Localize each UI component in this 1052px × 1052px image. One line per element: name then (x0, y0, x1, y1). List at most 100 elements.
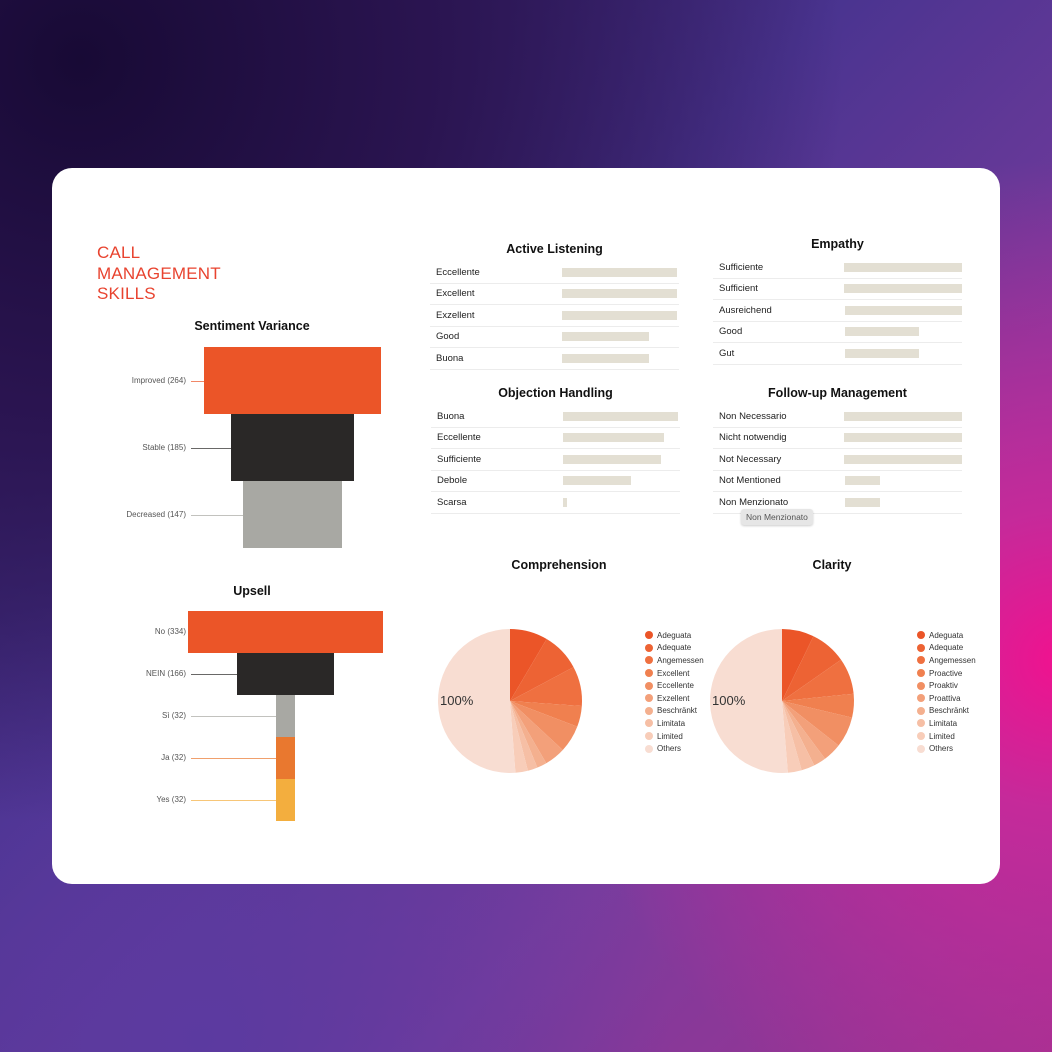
funnel-label: No (334) (154, 627, 186, 636)
pie-center-label: 100% (440, 693, 474, 708)
legend-item[interactable]: Others (917, 742, 976, 755)
row-label: Debole (437, 475, 468, 487)
row-bar (562, 353, 650, 363)
row-label: Buona (437, 410, 465, 422)
pie-slice-beschränkt[interactable] (510, 701, 547, 768)
legend-label: Others (657, 744, 682, 754)
table-row: Nicht notwendig (713, 428, 962, 449)
title-line: CALL (97, 243, 141, 262)
pie-slice-excellent[interactable] (510, 701, 582, 727)
pie-slice-limited[interactable] (510, 701, 528, 773)
legend-item[interactable]: Proaktiv (917, 679, 976, 692)
funnel-bar (237, 653, 334, 695)
legend-item[interactable]: Limited (645, 730, 704, 743)
legend-item[interactable]: Beschränkt (917, 705, 976, 718)
legend-label: Limitata (657, 718, 686, 728)
row-label: Good (436, 331, 460, 343)
row-bar (562, 332, 650, 342)
legend-dot-icon (917, 706, 925, 715)
pie-slice-exzellent[interactable] (510, 701, 563, 764)
table-row: Sufficiente (713, 257, 962, 279)
row-bar (843, 411, 962, 421)
funnel-bar (243, 481, 342, 548)
pie-slice-adequate[interactable] (782, 636, 842, 701)
funnel-bar (276, 737, 295, 779)
row-bar (843, 433, 962, 443)
legend-item[interactable]: Exzellent (645, 692, 704, 705)
pie-slice-limitata[interactable] (510, 701, 538, 771)
pie-slice-limitata[interactable] (782, 701, 815, 771)
legend-dot-icon (645, 631, 653, 640)
funnel-bar (204, 347, 381, 414)
table-row: Good (713, 322, 962, 343)
table-row: Buona (431, 406, 680, 428)
legend-item[interactable]: Angemessen (645, 654, 704, 667)
legend-label: Excellent (657, 668, 690, 678)
pie-slice-angemessen[interactable] (782, 659, 854, 701)
legend-dot-icon (917, 681, 925, 690)
funnel-leader-line (191, 380, 205, 382)
pie-slice-eccellente[interactable] (510, 701, 578, 750)
legend-dot-icon (645, 732, 653, 741)
legend-item[interactable]: Adeguata (645, 629, 704, 642)
row-label: Excellent (436, 288, 475, 300)
pie-slice-adequate[interactable] (510, 639, 574, 701)
pie-slice-beschränkt[interactable] (782, 701, 826, 766)
dashboard-card: CALL MANAGEMENT SKILLS Sentiment Varianc… (52, 168, 1000, 884)
legend-item[interactable]: Proattiva (917, 692, 976, 705)
row-bar (562, 310, 677, 320)
active-listening-panel: Active Listening Eccellente Excellent Exze… (430, 242, 679, 370)
follow-up-title: Follow-up Management (768, 386, 907, 400)
legend-item[interactable]: Beschränkt (645, 705, 704, 718)
legend-label: Adeguata (657, 630, 692, 640)
pie-slice-proactive[interactable] (782, 693, 854, 718)
legend-item[interactable]: Limitata (917, 717, 976, 730)
clarity-title: Clarity (812, 558, 852, 572)
row-label: Not Necessary (719, 453, 782, 465)
legend-label: Limitata (929, 718, 958, 728)
table-row: Sufficient (713, 279, 962, 300)
legend-item[interactable]: Eccellente (645, 679, 704, 692)
legend-item[interactable]: Others (645, 742, 704, 755)
legend-dot-icon (645, 681, 653, 690)
legend-label: Proactive (929, 668, 963, 678)
funnel-bar (276, 779, 295, 821)
table-row: Gut (713, 343, 962, 365)
table-row: Good (430, 327, 679, 348)
table-row: Ausreichend (713, 300, 962, 322)
pie-legend: Adeguata Adequate Angemessen Proactive Proak… (917, 629, 976, 755)
legend-item[interactable]: Proactive (917, 667, 976, 680)
title-line: SKILLS (97, 284, 156, 303)
legend-item[interactable]: Excellent (645, 667, 704, 680)
legend-item[interactable]: Adequate (645, 642, 704, 655)
legend-dot-icon (645, 694, 653, 703)
row-label: Exzellent (436, 309, 475, 321)
pie-slice-limited[interactable] (782, 701, 802, 773)
pie-slice-others[interactable] (438, 629, 516, 773)
legend-item[interactable]: Angemessen (917, 654, 976, 667)
row-bar (562, 289, 677, 299)
empathy-table: Sufficiente Sufficient Ausreichend Good Gut (713, 257, 962, 365)
pie-center-label: 100% (712, 693, 746, 708)
pie-slice-adeguata[interactable] (510, 629, 547, 701)
table-row: Excellent (430, 284, 679, 305)
legend-item[interactable]: Limitata (645, 717, 704, 730)
legend-item[interactable]: Adeguata (917, 629, 976, 642)
legend-dot-icon (917, 744, 925, 753)
legend-dot-icon (917, 669, 925, 678)
row-bar (563, 476, 631, 486)
pie-slice-others[interactable] (709, 629, 788, 773)
table-row: Not Mentioned (713, 471, 962, 492)
pie-slice-adeguata[interactable] (782, 629, 814, 701)
row-bar (845, 497, 880, 507)
pie-slice-proattiva[interactable] (782, 701, 839, 759)
sentiment-variance-title: Sentiment Variance (194, 319, 310, 333)
page-title: CALL MANAGEMENT SKILLS (97, 243, 221, 305)
legend-item[interactable]: Limited (917, 730, 976, 743)
table-row: Debole (431, 471, 680, 492)
legend-item[interactable]: Adequate (917, 642, 976, 655)
pie-slice-proaktiv[interactable] (782, 701, 853, 746)
table-row: Non Necessario (713, 406, 962, 428)
pie-slice-angemessen[interactable] (510, 667, 582, 706)
funnel-bar (230, 414, 355, 481)
